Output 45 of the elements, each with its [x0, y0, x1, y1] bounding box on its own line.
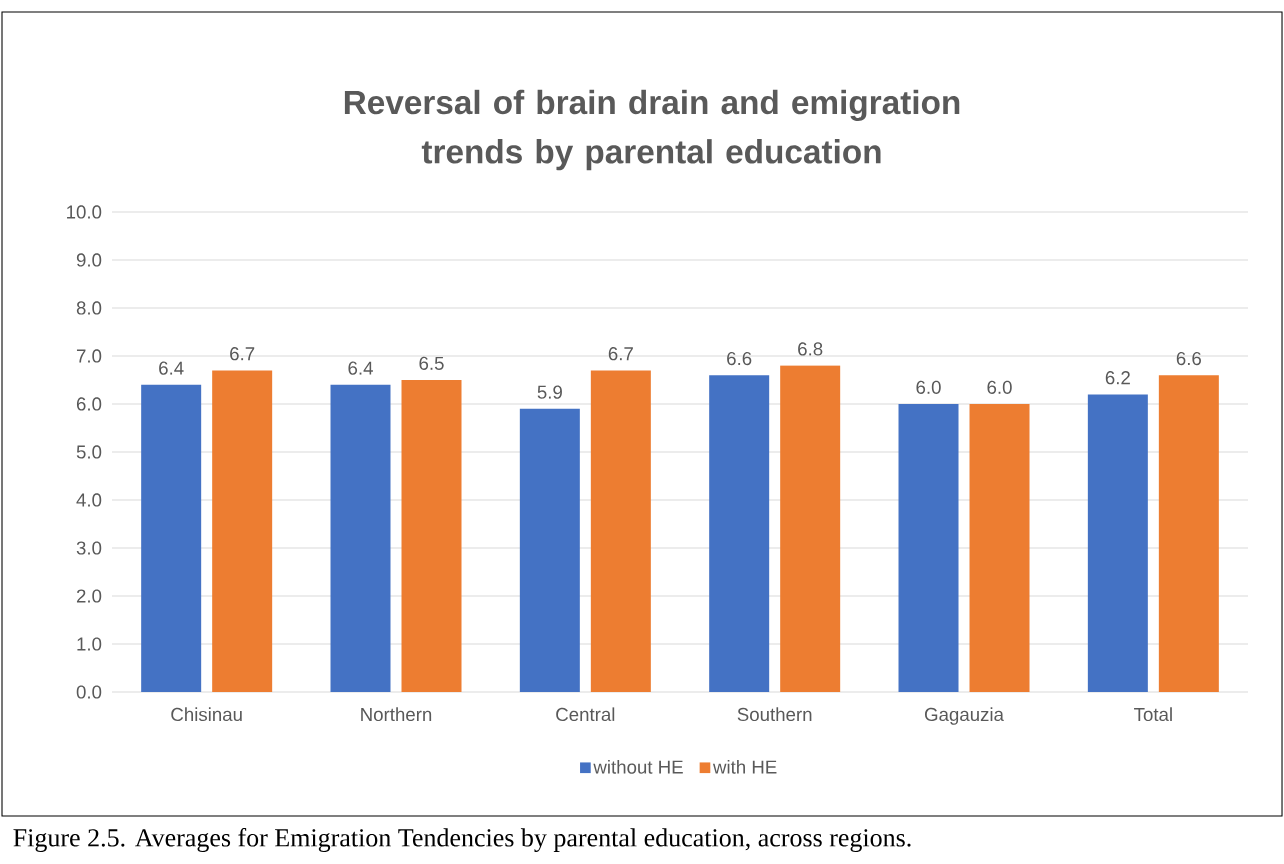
y-tick-label: 2.0	[76, 589, 102, 603]
x-tick-label: Gagauzia	[925, 707, 1004, 725]
data-label: 6.0	[916, 380, 941, 394]
bar	[898, 404, 959, 692]
bar	[330, 384, 391, 692]
data-label: 6.4	[348, 361, 373, 375]
data-label: 6.0	[987, 380, 1012, 394]
bar	[1087, 394, 1148, 692]
y-tick-label: 0.0	[76, 685, 102, 699]
chart-title: Reversal of brain drain and emigration trends by parental education	[344, 89, 960, 171]
y-tick-label: 9.0	[76, 253, 102, 267]
bar	[401, 380, 462, 692]
y-tick-label: 10.0	[67, 205, 102, 219]
data-label: 6.7	[608, 347, 633, 361]
legend-label: with HE	[712, 760, 777, 774]
y-tick-label: 6.0	[76, 397, 102, 411]
data-label: 5.9	[537, 385, 562, 399]
bar	[519, 408, 580, 692]
y-tick-label: 1.0	[77, 637, 102, 651]
x-tick-label: Southern	[737, 707, 812, 722]
data-label: 6.5	[419, 356, 444, 370]
y-tick-label: 8.0	[76, 301, 102, 315]
bar	[590, 370, 651, 692]
data-label: 6.6	[1176, 351, 1201, 366]
data-label: 6.8	[798, 342, 823, 356]
bar	[780, 365, 841, 692]
bar	[141, 384, 202, 692]
data-label: 6.6	[727, 351, 752, 366]
bar	[1158, 375, 1219, 692]
caption: Figure 2.5. Averages for Emigration Tendencies by parental education, across regions.	[13, 828, 911, 852]
bar	[969, 404, 1030, 692]
x-tick-label: Chisinau	[171, 707, 242, 722]
x-tick-label: Northern	[361, 707, 432, 722]
data-label: 6.2	[1105, 371, 1130, 385]
y-tick-label: 3.0	[76, 541, 102, 555]
y-tick-label: 5.0	[76, 445, 102, 459]
y-tick-label: 7.0	[76, 349, 102, 363]
data-label: 6.7	[230, 347, 255, 361]
bar	[212, 370, 273, 692]
legend-label: without HE	[593, 760, 683, 774]
data-label: 6.4	[159, 361, 184, 375]
x-tick-label: Total	[1134, 707, 1172, 722]
bar	[709, 375, 770, 692]
x-tick-label: Central	[556, 707, 615, 722]
y-tick-label: 4.0	[76, 493, 102, 507]
